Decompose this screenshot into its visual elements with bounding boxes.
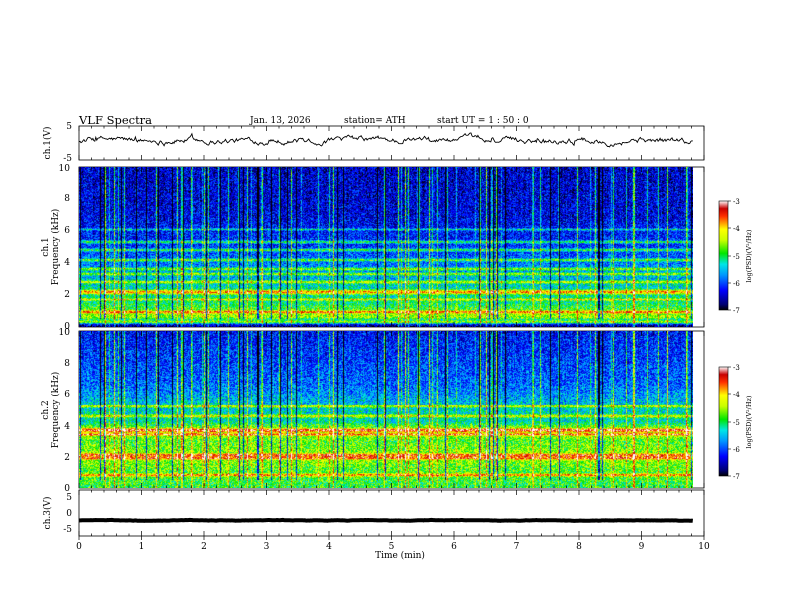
- ch2-colorbar-label-m6: -6: [733, 446, 740, 454]
- ch2-colorbar-gradient: [718, 366, 729, 477]
- date-label: Jan. 13, 2026: [249, 116, 311, 126]
- ch2-colorbar-label-m5: -5: [733, 419, 740, 427]
- ch3-y-tick-mid: 0: [66, 509, 72, 519]
- ch3-waveform-ticks: [78, 490, 705, 536]
- station-label: station= ATH: [344, 116, 406, 126]
- x-tick-label-5: 5: [389, 542, 395, 552]
- x-tick-label-8: 8: [576, 542, 582, 552]
- ch1-y-tick-8: 8: [64, 194, 70, 204]
- ch2-y-tick-4: 4: [64, 422, 70, 432]
- ch1-colorbar-label-m6: -6: [733, 280, 740, 288]
- x-tick-label-0: 0: [76, 542, 82, 552]
- ch1-colorbar: -3 -4 -5 -6 -7 log(PSD)(V²/Hz): [718, 198, 753, 315]
- ch1-y-tick-2: 2: [64, 290, 70, 300]
- ch1-y-tick-0: 0: [64, 322, 70, 332]
- ch1-waveform-ticks: [78, 126, 705, 160]
- ch1-y-tick-6: 6: [64, 226, 70, 236]
- ch1-spectrogram-image: [79, 167, 693, 327]
- ch3-y-tick-bottom: -5: [63, 525, 72, 535]
- ch1-spectrogram-ticks: [78, 167, 705, 327]
- x-tick-label-4: 4: [326, 542, 332, 552]
- ch2-colorbar-title: log(PSD)(V²/Hz): [745, 395, 753, 448]
- ch2-colorbar-label-m4: -4: [733, 391, 740, 399]
- x-tick-label-3: 3: [264, 542, 270, 552]
- ch1-colorbar-title: log(PSD)(V²/Hz): [745, 229, 753, 282]
- x-tick-label-2: 2: [201, 542, 207, 552]
- x-tick-label-6: 6: [451, 542, 457, 552]
- ch2-spectrogram-holder: [79, 331, 693, 488]
- ch1-colorbar-gradient: [718, 200, 729, 311]
- ch3-waveform-frame: [78, 489, 705, 537]
- ch1-colorbar-label-m3: -3: [733, 198, 740, 206]
- ch1-waveform-panel: 5 -5 ch.1(V): [42, 122, 705, 164]
- ch2-y-tick-6: 6: [64, 390, 70, 400]
- ch2-y-tick-10: 10: [59, 328, 71, 338]
- ch2-y-label-channel: ch.2: [41, 400, 51, 419]
- start-ut-label: start UT = 1 : 50 : 0: [437, 116, 529, 126]
- ch1-y-label-channel: ch.1: [41, 237, 51, 256]
- ch2-colorbar-label-m7: -7: [733, 473, 740, 481]
- ch1-y-tick-bottom: -5: [63, 154, 72, 164]
- x-tick-label-9: 9: [639, 542, 645, 552]
- ch3-y-label: ch.3(V): [42, 497, 53, 530]
- ch2-spectrogram-ticks: [78, 331, 705, 488]
- ch2-colorbar: -3 -4 -5 -6 -7 log(PSD)(V²/Hz): [718, 364, 753, 481]
- ch2-spectrogram-image: [79, 331, 693, 488]
- x-axis-ticks: [78, 536, 705, 540]
- ch2-y-tick-8: 8: [64, 359, 70, 369]
- ch2-spectrogram-panel: 0 2 4 6 8 10 ch.2 Frequency (kHz): [41, 328, 705, 494]
- ch3-y-tick-top: 5: [66, 493, 72, 503]
- ch3-waveform-panel: 5 0 -5 ch.3(V): [42, 489, 705, 537]
- chart-title: VLF Spectra: [78, 113, 152, 127]
- ch2-y-tick-0: 0: [64, 484, 70, 494]
- x-tick-label-7: 7: [514, 542, 520, 552]
- ch2-colorbar-label-m3: -3: [733, 364, 740, 372]
- x-axis-label: Time (min): [375, 550, 425, 561]
- x-tick-label-1: 1: [139, 542, 145, 552]
- ch1-spectrogram-panel: 0 2 4 6 8 10 ch.1 Frequency (kHz): [41, 164, 705, 332]
- ch1-y-tick-4: 4: [64, 258, 70, 268]
- ch1-colorbar-label-m5: -5: [733, 253, 740, 261]
- ch1-colorbar-label-m4: -4: [733, 225, 740, 233]
- ch1-waveform-line: [78, 132, 693, 148]
- ch1-spectrogram-holder: [79, 167, 693, 327]
- ch2-y-tick-2: 2: [64, 453, 70, 463]
- x-tick-label-10: 10: [698, 542, 710, 552]
- ch1-y-tick-10: 10: [59, 164, 71, 174]
- ch3-waveform-line: [78, 517, 693, 523]
- ch1-y-label: ch.1(V): [42, 127, 53, 160]
- ch2-y-label-frequency: Frequency (kHz): [50, 372, 61, 449]
- x-axis: 0 1 2 3 4 5 6 7 8 9 10 Time (min): [76, 536, 710, 561]
- ch1-y-tick-top: 5: [66, 122, 72, 132]
- ch1-colorbar-label-m7: -7: [733, 307, 740, 315]
- ch1-y-label-frequency: Frequency (kHz): [50, 209, 61, 286]
